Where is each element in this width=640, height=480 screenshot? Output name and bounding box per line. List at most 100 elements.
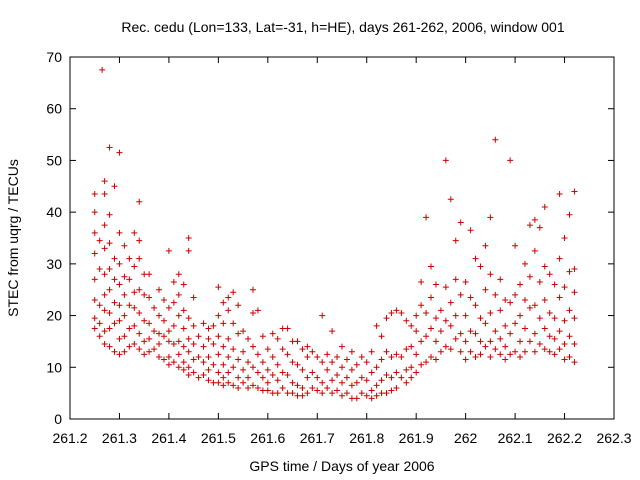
data-point [151,304,158,311]
y-tick-label: 50 [46,152,62,168]
data-point [324,351,331,358]
data-point [353,395,360,402]
data-point [101,271,108,278]
data-point [131,341,138,348]
x-tick-label: 261.8 [349,430,384,446]
data-point [190,341,197,348]
data-point [541,203,548,210]
data-point [324,384,331,391]
data-point [324,366,331,373]
data-point [235,384,242,391]
data-point [521,348,528,355]
data-point [442,284,449,291]
data-point [541,297,548,304]
data-point [408,343,415,350]
data-point [215,369,222,376]
data-point [96,302,103,309]
data-point [383,315,390,322]
data-point [428,294,435,301]
data-point [526,222,533,229]
data-point [230,289,237,296]
data-point [492,136,499,143]
data-point [136,255,143,262]
data-point [477,263,484,270]
data-point [279,384,286,391]
data-point [180,307,187,314]
data-point [101,191,108,198]
data-point [230,320,237,327]
data-point [279,369,286,376]
data-point [403,379,410,386]
data-point [175,364,182,371]
data-point [220,382,227,389]
data-point [423,333,430,340]
data-point [210,361,217,368]
data-point [388,374,395,381]
data-point [249,343,256,350]
data-point [91,276,98,283]
data-point [531,348,538,355]
data-point [556,328,563,335]
data-point [566,268,573,275]
data-point [264,346,271,353]
data-point [531,302,538,309]
data-point [423,309,430,316]
data-point [452,335,459,342]
data-point [437,328,444,335]
data-point [131,229,138,236]
data-point [457,348,464,355]
data-point [457,330,464,337]
data-point [146,294,153,301]
data-point [437,348,444,355]
data-point [185,235,192,241]
x-tick-label: 261.6 [250,430,285,446]
data-point [259,374,266,381]
data-point [432,281,439,288]
data-point [462,338,469,345]
data-point [116,281,123,288]
x-tick-label: 262 [454,430,478,446]
data-point [413,351,420,358]
data-point [512,348,519,355]
data-point [180,325,187,332]
data-point [185,372,192,379]
data-point [121,348,128,355]
data-point [502,322,509,329]
data-point [96,320,103,327]
data-point [467,294,474,301]
data-point [393,351,400,358]
data-point [413,369,420,376]
data-point [437,307,444,314]
data-point [413,312,420,319]
data-point [240,348,247,355]
data-point [254,351,261,358]
data-point [442,343,449,350]
data-point [343,356,350,363]
data-point [180,343,187,350]
data-point [220,361,227,368]
data-point [141,338,148,345]
data-point [526,273,533,280]
data-point [309,348,316,355]
data-point [146,320,153,327]
data-point [526,304,533,311]
data-point [432,356,439,363]
y-tick-label: 0 [54,411,62,427]
x-tick-label: 262.3 [596,430,631,446]
y-tick-label: 60 [46,101,62,117]
data-point [472,302,479,309]
data-point [126,343,133,350]
data-point [136,309,143,316]
data-point [398,374,405,381]
data-point [339,343,345,350]
data-point [91,250,98,257]
data-point [561,235,568,241]
plot-frame [69,56,615,420]
data-point [442,157,449,164]
data-point [126,255,133,262]
data-point [521,297,528,304]
data-point [507,299,514,306]
data-point [329,359,336,366]
data-point [185,364,192,371]
data-point [541,263,548,270]
